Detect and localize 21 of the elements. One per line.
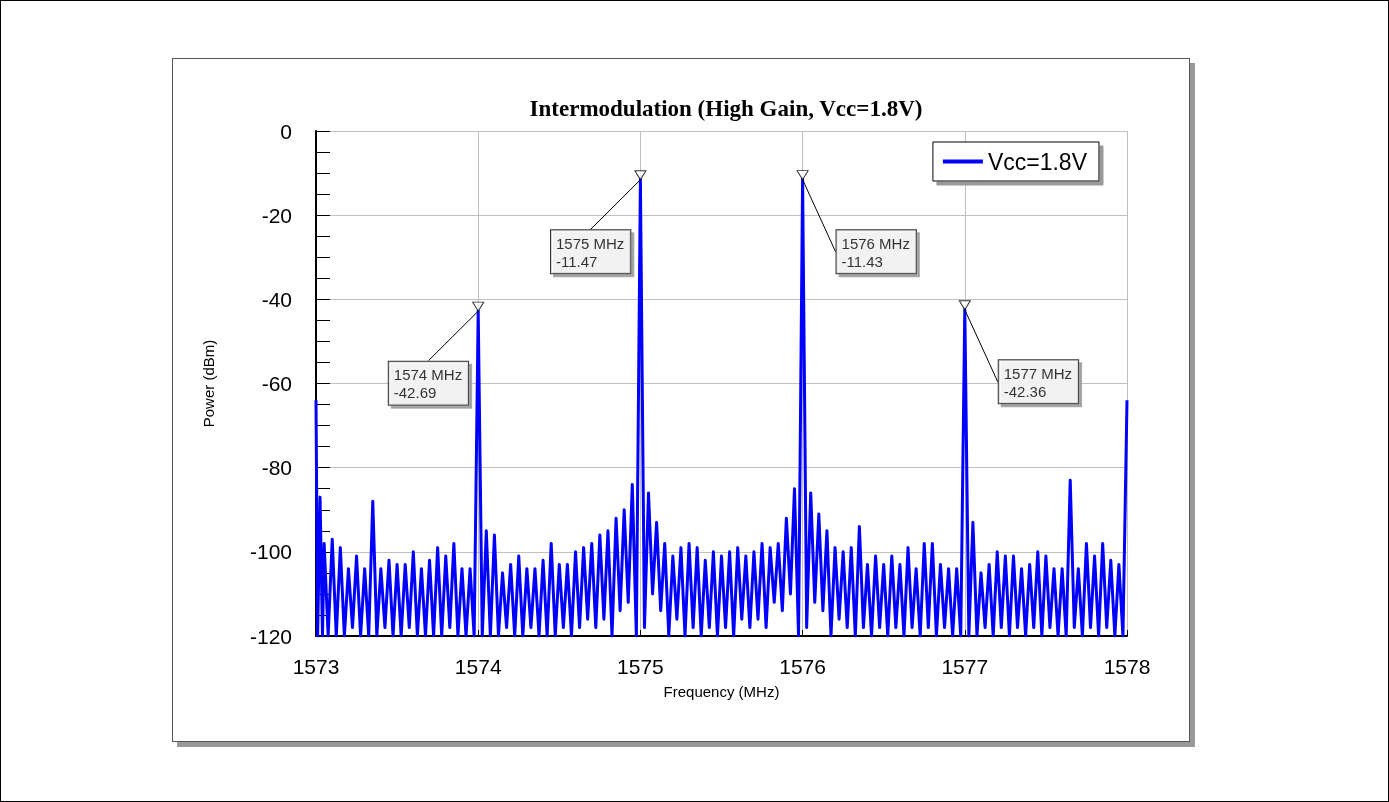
annotation: 1577 MHz -42.36 [1003,364,1073,400]
x-tick-label: 1574 [454,655,502,678]
x-tick-label: 1577 [941,655,989,678]
x-tick-label: 1578 [1103,655,1151,678]
y-tick-label: 0 [280,119,292,143]
x-tick-label: 1576 [779,655,826,678]
annotation: 1574 MHz -42.69 [393,366,463,402]
annotation: 1576 MHz -11.43 [841,234,910,270]
y-axis-title: Power (dBm) [200,339,217,428]
y-tick-label: -40 [261,287,292,311]
x-axis-title: Frequency (MHz) [663,683,780,700]
y-tick-label: -120 [249,624,292,648]
x-tick-label: 1575 [617,655,664,678]
y-tick-label: -100 [249,540,292,564]
y-tick-label: -20 [261,203,292,227]
y-tick-label: -80 [261,456,292,480]
chart-title: Intermodulation (High Gain, Vcc=1.8V) [529,96,923,121]
annotation: 1575 MHz -11.47 [555,234,625,270]
y-tick-label: -60 [261,372,292,395]
x-tick-label: 1573 [292,655,340,678]
legend-label: Vcc=1.8V [987,148,1088,175]
